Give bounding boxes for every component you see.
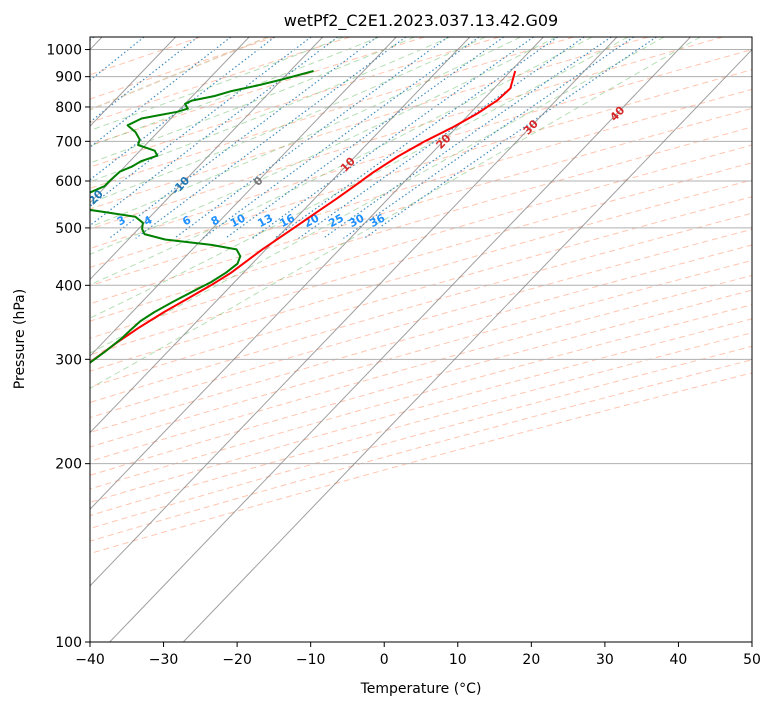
moist-adiabat xyxy=(90,37,486,204)
isotherm-gridline xyxy=(90,37,397,357)
mixing-ratio-line xyxy=(90,37,199,123)
y-tick-label: 500 xyxy=(55,221,82,237)
mixing-ratio-line xyxy=(224,37,505,239)
dry-adiabat xyxy=(90,37,574,189)
dry-adiabat xyxy=(90,37,425,146)
dry-adiabat xyxy=(90,332,752,517)
dry-adiabat xyxy=(90,372,752,555)
moist-adiabat xyxy=(90,37,665,354)
isotherm-gridline xyxy=(90,37,324,281)
isotherm-gridline xyxy=(182,48,752,642)
y-tick-label: 300 xyxy=(55,352,82,368)
mixing-ratio-label: 10 xyxy=(228,211,248,230)
x-tick-label: 30 xyxy=(596,652,614,668)
dry-adiabat xyxy=(90,359,752,542)
x-tick-label: 10 xyxy=(449,652,467,668)
temperature-profile xyxy=(90,70,517,364)
mixing-ratio-line xyxy=(90,37,275,181)
dry-adiabat xyxy=(90,37,500,168)
dry-adiabat xyxy=(90,304,752,490)
x-tick-label: 20 xyxy=(522,652,540,668)
theta-e-line xyxy=(90,37,269,111)
x-tick-label: 40 xyxy=(670,652,688,668)
y-tick-label: 600 xyxy=(55,174,82,190)
mixing-ratio-label: 13 xyxy=(255,211,275,230)
mixing-ratio-line xyxy=(90,37,339,227)
y-ticks: 100 200 300 400 500 600 700 800 900 1000 xyxy=(46,43,90,651)
isotherm-gridline xyxy=(90,37,618,587)
mixing-ratio-line xyxy=(135,37,407,239)
moist-adiabat xyxy=(90,37,557,255)
isotherm-gridline xyxy=(90,37,544,510)
dry-adiabat xyxy=(90,37,201,76)
dry-adiabat xyxy=(90,37,351,124)
mixing-ratio-line xyxy=(252,37,534,239)
sounding-profiles xyxy=(90,70,517,364)
dry-adiabat xyxy=(90,179,752,372)
isotherm-gridline xyxy=(109,37,691,642)
mixing-ratio-label: 25 xyxy=(326,211,346,230)
mixing-ratio-line xyxy=(363,37,657,239)
dry-adiabat xyxy=(90,37,276,100)
x-tick-label: −40 xyxy=(75,652,105,668)
dry-adiabat xyxy=(90,289,752,476)
x-tick-label: 50 xyxy=(743,652,761,668)
moist-adiabat xyxy=(90,37,380,147)
dry-adiabat xyxy=(90,69,752,268)
background-lines xyxy=(90,37,752,555)
mixing-ratio-label: 4 xyxy=(142,213,155,228)
mixing-ratio-label: 30 xyxy=(347,211,367,230)
y-tick-label: 700 xyxy=(55,134,82,150)
dewpoint-profile xyxy=(90,70,314,364)
x-axis-label: Temperature (°C) xyxy=(360,681,482,697)
chart-title: wetPf2_C2E1.2023.037.13.42.G09 xyxy=(284,11,558,31)
x-tick-label: −10 xyxy=(296,652,326,668)
grid-lines xyxy=(90,37,752,642)
mixing-ratio-label: 20 xyxy=(302,211,322,230)
y-tick-label: 200 xyxy=(55,457,82,473)
x-tick-label: −20 xyxy=(222,652,252,668)
dry-adiabat xyxy=(90,162,752,356)
y-axis-label: Pressure (hPa) xyxy=(12,289,28,389)
dry-adiabat xyxy=(90,228,752,419)
plot-frame xyxy=(89,36,753,643)
dry-adiabat xyxy=(90,212,752,403)
x-tick-label: −30 xyxy=(149,652,179,668)
moist-adiabat xyxy=(90,37,415,164)
isotherm-gridline xyxy=(90,37,471,434)
moist-adiabat xyxy=(90,37,701,389)
dry-adiabat xyxy=(90,88,752,287)
mixing-ratio-label: 1 xyxy=(20,213,33,228)
mixing-ratio-line xyxy=(173,37,449,239)
mixing-ratio-line xyxy=(343,37,634,239)
x-ticks: −40 −30 −20 −10 0 10 20 30 40 50 xyxy=(75,642,761,668)
mixing-ratio-line xyxy=(108,37,378,239)
y-tick-label: 800 xyxy=(55,100,82,116)
y-tick-label: 900 xyxy=(55,70,82,86)
mixing-ratio-label: 16 xyxy=(277,211,297,230)
mixing-ratio-line xyxy=(90,37,232,148)
x-tick-label: 0 xyxy=(380,652,389,668)
moist-adiabat xyxy=(90,37,344,131)
mixing-ratio-label: 36 xyxy=(368,211,388,230)
dry-adiabat xyxy=(90,259,752,448)
y-tick-label: 400 xyxy=(55,278,82,294)
mixing-ratio-line xyxy=(274,37,559,239)
dry-adiabat xyxy=(90,49,752,250)
mixing-ratio-line xyxy=(322,37,612,239)
y-tick-label: 1000 xyxy=(46,43,82,59)
mixing-ratio-line xyxy=(90,37,312,208)
dry-adiabat xyxy=(90,37,723,230)
y-tick-label: 100 xyxy=(55,635,82,651)
moist-adiabat xyxy=(90,37,522,228)
isotherm-gridline xyxy=(90,37,250,204)
